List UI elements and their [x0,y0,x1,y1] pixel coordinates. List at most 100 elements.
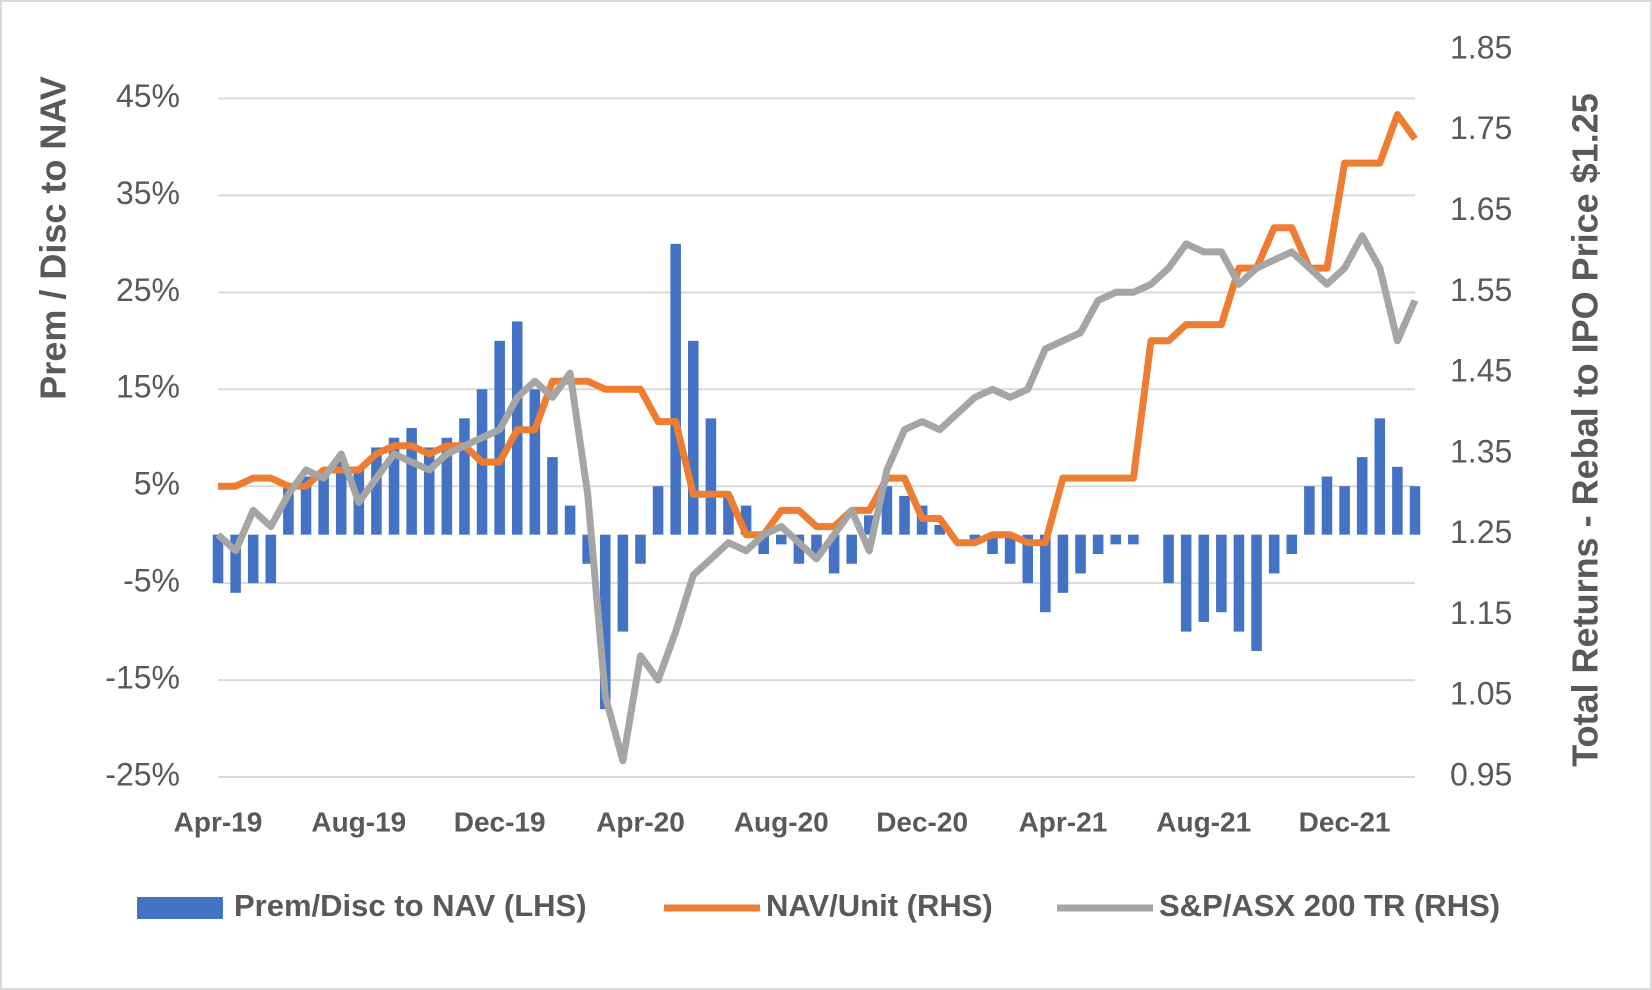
x-tick-label: Aug-21 [1156,806,1251,837]
bar [300,476,312,535]
y-tick-label: 35% [116,175,180,211]
bar [1216,534,1227,613]
legend: Prem/Disc to NAV (LHS) NAV/Unit (RHS) S&P/… [137,888,1500,923]
line [218,111,1418,547]
y-tick-label: -5% [123,563,180,599]
y-tick-label: 45% [116,78,180,114]
x-tick-label: Aug-20 [734,806,829,837]
bar [1040,534,1051,613]
bar [899,495,910,535]
bar [1092,534,1104,555]
bar [740,505,752,535]
bar [811,534,822,555]
bar [776,534,787,545]
bar [1004,534,1016,564]
bar [582,534,593,564]
bar [652,486,664,535]
y2-tick-label: 1.55 [1450,272,1512,308]
bar [1321,476,1333,535]
x-tick-label: Apr-19 [174,806,263,837]
bar [494,340,505,535]
bar [441,437,453,535]
bar [1075,534,1086,574]
legend-label: NAV/Unit (RHS) [766,888,993,923]
bar [318,476,329,535]
y2-tick-label: 1.05 [1450,676,1512,712]
y2-tick-label: 1.75 [1450,110,1512,146]
bar [1356,457,1368,535]
x-tick-label: Apr-21 [1019,806,1108,837]
bar [459,418,470,535]
y-tick-label: 15% [116,369,180,405]
bar [617,534,629,632]
bar [1022,534,1034,584]
bar [547,457,558,535]
bar [230,534,241,593]
bar [1163,534,1174,584]
bar [1128,534,1139,545]
bar [1233,534,1245,632]
bar [1251,534,1262,651]
bar [934,524,946,535]
grid [218,97,1415,778]
bar [1180,534,1192,632]
bar [1268,534,1280,574]
y2-tick-label: 1.25 [1450,514,1512,550]
y-tick-label: -25% [105,756,180,792]
plot-area [212,111,1421,765]
bar [758,534,769,555]
y-tick-label: 25% [116,272,180,308]
bar [987,534,998,555]
bar [670,243,681,535]
line [215,232,1419,765]
y2-tick-label: 1.15 [1450,595,1512,631]
bar [283,486,294,535]
y-axis-title: Prem / Disc to NAV [33,76,74,399]
bar [723,495,734,535]
bar [247,534,259,584]
bar [529,389,541,535]
bar [881,486,893,535]
bar [793,534,805,564]
legend-swatch [137,897,223,919]
bar [1409,486,1421,535]
legend-label: Prem/Disc to NAV (LHS) [234,888,587,923]
x-tick-label: Apr-20 [596,806,685,837]
bar [828,534,840,574]
x-tick-label: Dec-19 [454,806,546,837]
x-tick-label: Dec-21 [1299,806,1391,837]
x-tick-label: Aug-19 [311,806,406,837]
bar [335,457,347,535]
y2-tick-label: 0.95 [1450,756,1512,792]
bar [1339,486,1350,535]
bar [846,534,857,564]
bar [687,340,699,535]
y-tick-label: -15% [105,660,180,696]
y2-tick-label: 1.35 [1450,433,1512,469]
legend-label: S&P/ASX 200 TR (RHS) [1159,888,1500,923]
bar [1110,534,1122,545]
bar [265,534,277,584]
bar [564,505,576,535]
y2-tick-label: 1.65 [1450,191,1512,227]
y2-axis-title: Total Returns - Rebal to IPO Price $1.25 [1565,93,1606,767]
bar [635,534,646,564]
y-tick-label: 5% [134,466,180,502]
bar [864,515,875,535]
bar [406,428,417,535]
y2-tick-label: 1.45 [1450,353,1512,389]
bar [388,437,400,535]
bar [212,534,224,584]
bar [1374,418,1386,535]
y2-tick-label: 1.85 [1450,29,1512,65]
bar [1392,466,1403,535]
bar [599,534,611,710]
x-tick-label: Dec-20 [876,806,968,837]
bar [423,447,435,535]
bar [705,418,717,535]
bar [1304,486,1315,535]
bar [1057,534,1069,593]
bar [1198,534,1210,622]
